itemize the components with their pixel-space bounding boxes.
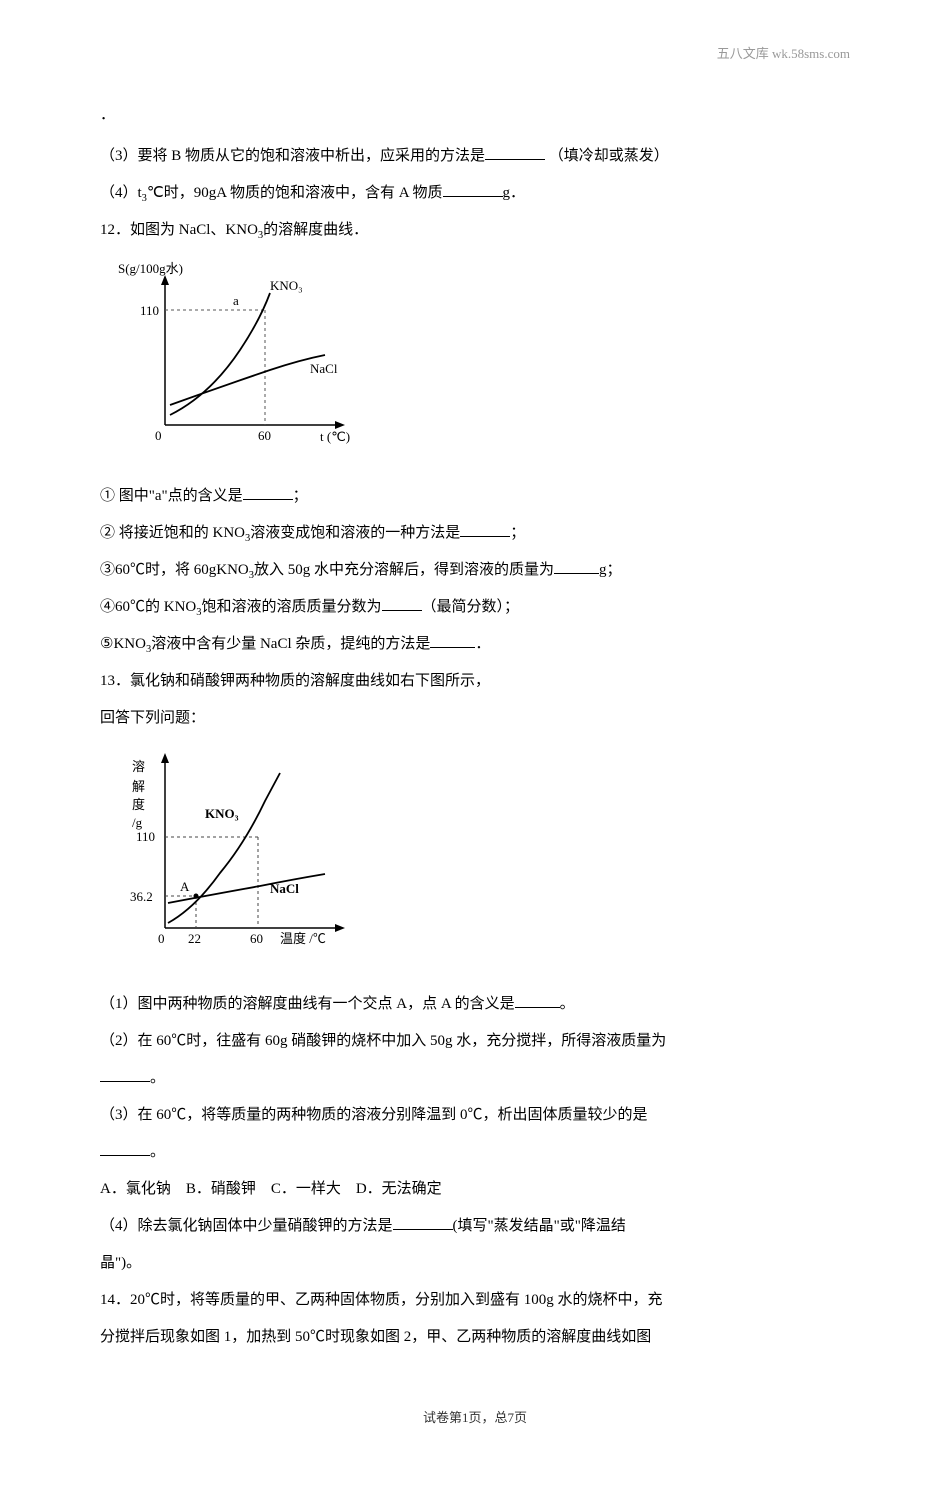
- c1-2: ② 将接近饱和的 KNO3溶液变成饱和溶液的一种方法是；: [100, 517, 850, 550]
- blank: [485, 145, 545, 160]
- y-arrow: [161, 753, 169, 763]
- q4-b: ℃时，90gA 物质的饱和溶液中，含有 A 物质: [147, 185, 443, 201]
- page-footer: 试卷第1页，总7页: [100, 1404, 850, 1433]
- chart2-kno3-label: KNO₃: [205, 806, 239, 821]
- q14: 14．20℃时，将等质量的甲、乙两种固体物质，分别加入到盛有 100g 水的烧杯…: [100, 1284, 850, 1317]
- q3-line: （3）要将 B 物质从它的饱和溶液中析出，应采用的方法是 （填冷却或蒸发）: [100, 140, 850, 173]
- point-a-dot: [194, 894, 199, 899]
- chart1-tick-o: 0: [155, 428, 162, 443]
- blank: [100, 1141, 150, 1156]
- q13-4a: （4）除去氯化钠固体中少量硝酸钾的方法是: [100, 1218, 393, 1234]
- q4-line: （4）t3℃时，90gA 物质的饱和溶液中，含有 A 物质g．: [100, 177, 850, 210]
- leading-dot: ．: [100, 99, 850, 132]
- x-arrow: [335, 421, 345, 429]
- blank: [393, 1215, 453, 1230]
- c1-4: ④60℃的 KNO3饱和溶液的溶质质量分数为（最简分数）；: [100, 591, 850, 624]
- q13-3: （3）在 60℃，将等质量的两种物质的溶液分别降温到 0℃，析出固体质量较少的是: [100, 1099, 850, 1132]
- c1-5-tail: ．: [475, 636, 490, 652]
- q13-2: （2）在 60℃时，往盛有 60g 硝酸钾的烧杯中加入 50g 水，充分搅拌，所…: [100, 1025, 850, 1058]
- chart2-xlabel: 温度 /℃: [280, 931, 326, 946]
- chart1-point-a: a: [233, 293, 239, 308]
- chart1-tick-x: 60: [258, 428, 271, 443]
- chart1-svg: S(g/100g水) 110 60 0 t (℃) a KNO₃ NaCl: [110, 255, 370, 455]
- q13: 13．氯化钠和硝酸钾两种物质的溶解度曲线如右下图所示，: [100, 665, 850, 698]
- chart2-yl2: 解: [132, 779, 145, 794]
- q12-a: 12．如图为 NaCl、KNO: [100, 222, 258, 238]
- chart2-ty2: 36.2: [130, 889, 153, 904]
- c1-4-tail: （最简分数）；: [422, 599, 520, 615]
- c1-1-tail: ；: [293, 488, 308, 504]
- chart2-tx0: 0: [158, 931, 165, 946]
- chart2-yl3: 度: [132, 797, 145, 812]
- chart1-nacl-label: NaCl: [310, 361, 338, 376]
- watermark: 五八文库 wk.58sms.com: [100, 40, 850, 69]
- q4-a: （4）t: [100, 185, 142, 201]
- chart2-svg: 溶 解 度 /g 110 36.2 0 22 60 温度 /℃ A KNO₃ N…: [110, 743, 370, 963]
- y-arrow: [161, 275, 169, 285]
- nacl-curve2: [168, 874, 325, 903]
- blank: [460, 522, 510, 537]
- chart2-point-a: A: [180, 879, 190, 894]
- c1-4a: ④60℃的 KNO: [100, 599, 196, 615]
- c1-5b: 溶液中含有少量 NaCl 杂质，提纯的方法是: [151, 636, 430, 652]
- chart2: 溶 解 度 /g 110 36.2 0 22 60 温度 /℃ A KNO₃ N…: [110, 743, 850, 976]
- chart1-ylabel: S(g/100g水): [118, 261, 183, 276]
- chart2-tx1: 22: [188, 931, 201, 946]
- chart2-ty1: 110: [136, 829, 155, 844]
- q13-4: （4）除去氯化钠固体中少量硝酸钾的方法是 (填写"蒸发结晶"或"降温结: [100, 1210, 850, 1243]
- chart1-tick-y: 110: [140, 303, 159, 318]
- c1-2b: 溶液变成饱和溶液的一种方法是: [250, 525, 460, 541]
- c1-5a: ⑤KNO: [100, 636, 146, 652]
- blank: [554, 559, 599, 574]
- q13-3b-text: 。: [150, 1144, 165, 1160]
- q13-2b-text: 。: [150, 1070, 165, 1086]
- q14b: 分搅拌后现象如图 1，加热到 50℃时现象如图 2，甲、乙两种物质的溶解度曲线如…: [100, 1321, 850, 1354]
- chart2-tx2: 60: [250, 931, 263, 946]
- chart2-nacl-label: NaCl: [270, 881, 299, 896]
- blank: [443, 182, 503, 197]
- q13-3b: 。: [100, 1136, 850, 1169]
- x-arrow: [335, 924, 345, 932]
- blank: [100, 1067, 150, 1082]
- kno3-curve: [170, 293, 270, 415]
- q13-4b: (填写"蒸发结晶"或"降温结: [453, 1218, 626, 1234]
- blank: [515, 993, 560, 1008]
- chart2-yl4: /g: [132, 815, 143, 830]
- chart2-yl1: 溶: [132, 759, 145, 774]
- q4-tail: g．: [503, 185, 526, 201]
- q12-line: 12．如图为 NaCl、KNO3的溶解度曲线．: [100, 214, 850, 247]
- chart1: S(g/100g水) 110 60 0 t (℃) a KNO₃ NaCl: [110, 255, 850, 468]
- c1-1-text: ① 图中"a"点的含义是: [100, 488, 243, 504]
- q3-text: （3）要将 B 物质从它的饱和溶液中析出，应采用的方法是: [100, 148, 485, 164]
- c1-1: ① 图中"a"点的含义是 ；: [100, 480, 850, 513]
- c1-2a: ② 将接近饱和的 KNO: [100, 525, 245, 541]
- q13-4c: 晶")。: [100, 1247, 850, 1280]
- q13-2b: 。: [100, 1062, 850, 1095]
- q13-1-tail: 。: [560, 996, 575, 1012]
- q3-tail: （填冷却或蒸发）: [549, 148, 669, 164]
- blank: [243, 485, 293, 500]
- chart1-kno3-label: KNO₃: [270, 278, 303, 293]
- q12-b: 的溶解度曲线．: [263, 222, 368, 238]
- nacl-curve: [170, 355, 325, 405]
- c1-5: ⑤KNO3溶液中含有少量 NaCl 杂质，提纯的方法是．: [100, 628, 850, 661]
- q13-opts: A．氯化钠 B．硝酸钾 C．一样大 D．无法确定: [100, 1173, 850, 1206]
- blank: [430, 633, 475, 648]
- q13-1-text: （1）图中两种物质的溶解度曲线有一个交点 A，点 A 的含义是: [100, 996, 515, 1012]
- blank: [382, 596, 422, 611]
- c1-4b: 饱和溶液的溶质质量分数为: [202, 599, 382, 615]
- c1-3-tail: g；: [599, 562, 622, 578]
- q13-1: （1）图中两种物质的溶解度曲线有一个交点 A，点 A 的含义是 。: [100, 988, 850, 1021]
- c1-3b: 放入 50g 水中充分溶解后，得到溶液的质量为: [254, 562, 554, 578]
- c1-3a: ③60℃时，将 60gKNO: [100, 562, 249, 578]
- q13b: 回答下列问题：: [100, 702, 850, 735]
- c1-3: ③60℃时，将 60gKNO3放入 50g 水中充分溶解后，得到溶液的质量为g；: [100, 554, 850, 587]
- chart1-xlabel: t (℃): [320, 429, 350, 444]
- c1-2-tail: ；: [510, 525, 525, 541]
